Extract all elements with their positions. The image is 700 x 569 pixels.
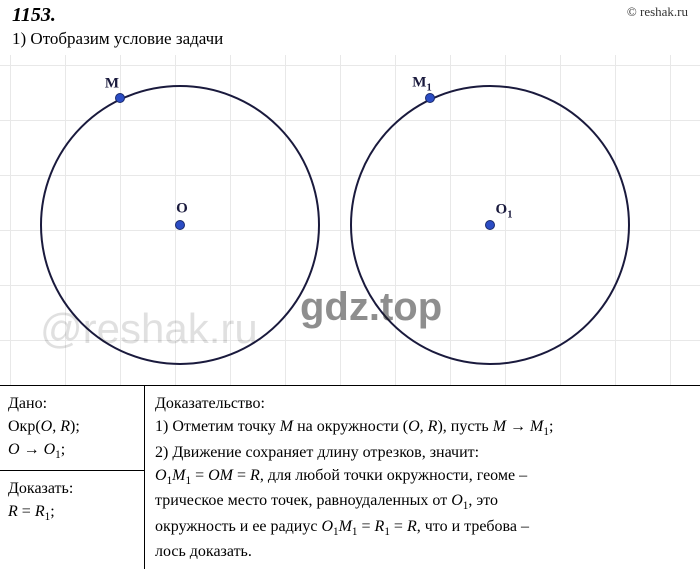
given-column: Дано: Окр(O, R);O → O1; Доказать: R = R1…	[0, 386, 145, 569]
divider	[0, 470, 144, 471]
point-label-O: O	[176, 201, 188, 218]
proof-section: Дано: Окр(O, R);O → O1; Доказать: R = R1…	[0, 385, 700, 569]
prove-title: Доказать:	[8, 477, 136, 500]
proof-line: трическое место точек, равноудаленных от…	[155, 489, 690, 514]
grid-line	[670, 55, 671, 385]
point-label-M1: M1	[412, 75, 431, 94]
given-lines: Окр(O, R);O → O1;	[8, 415, 136, 464]
prove-lines: R = R1;	[8, 500, 136, 525]
point-O1	[485, 220, 495, 230]
proof-column: Доказательство: 1) Отметим точку M на ок…	[145, 386, 700, 569]
grid-line	[0, 65, 700, 66]
point-label-O1: O1	[496, 202, 513, 221]
proof-title: Доказательство:	[155, 392, 690, 415]
grid-line	[340, 55, 341, 385]
proof-line: O1M1 = OM = R, для любой точки окружност…	[155, 464, 690, 489]
geometry-diagram: MOM1O1@reshak.rugdz.top	[0, 55, 700, 385]
point-label-M: M	[105, 76, 119, 93]
prove-line: R = R1;	[8, 500, 136, 525]
proof-line: 1) Отметим точку M на окружности (O, R),…	[155, 415, 690, 440]
proof-line: окружность и ее радиус O1M1 = R1 = R, чт…	[155, 515, 690, 540]
proof-line: 2) Движение сохраняет длину отрезков, зн…	[155, 441, 690, 464]
point-M1	[425, 93, 435, 103]
point-M	[115, 93, 125, 103]
header: 1153. © reshak.ru	[0, 0, 700, 27]
source-link: © reshak.ru	[627, 4, 688, 20]
problem-number: 1153.	[12, 4, 56, 27]
given-line: O → O1;	[8, 438, 136, 463]
point-O	[175, 220, 185, 230]
step-text: 1) Отобразим условие задачи	[0, 27, 700, 55]
given-title: Дано:	[8, 392, 136, 415]
proof-line: лось доказать.	[155, 540, 690, 563]
given-line: Окр(O, R);	[8, 415, 136, 438]
proof-lines: 1) Отметим точку M на окружности (O, R),…	[155, 415, 690, 563]
grid-line	[10, 55, 11, 385]
